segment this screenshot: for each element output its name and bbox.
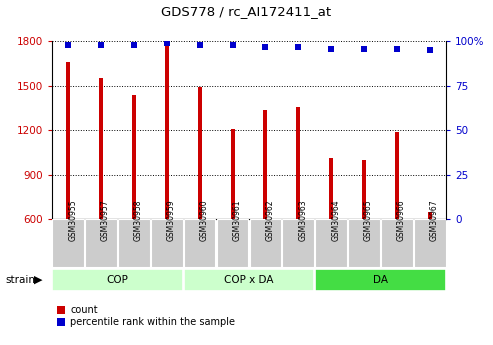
Bar [395, 132, 399, 219]
Bar [428, 212, 432, 219]
Point [261, 44, 269, 49]
Text: GSM30962: GSM30962 [265, 200, 275, 241]
Text: GSM30957: GSM30957 [101, 200, 110, 242]
Bar [85, 219, 117, 267]
Point [426, 48, 434, 53]
Bar [52, 219, 84, 267]
Bar [282, 219, 314, 267]
Point [163, 40, 171, 46]
Text: COP x DA: COP x DA [224, 275, 274, 285]
Text: GSM30965: GSM30965 [364, 200, 373, 242]
Text: COP: COP [106, 275, 129, 285]
Bar [184, 269, 314, 291]
Bar [362, 160, 366, 219]
Text: GSM30959: GSM30959 [167, 200, 176, 242]
Bar [329, 158, 333, 219]
Bar [52, 269, 182, 291]
Text: GSM30958: GSM30958 [134, 200, 143, 241]
Point [97, 42, 105, 48]
Text: GSM30963: GSM30963 [298, 200, 307, 242]
Text: GSM30960: GSM30960 [200, 200, 209, 242]
Bar [381, 219, 413, 267]
Bar [165, 46, 169, 219]
Bar [263, 109, 267, 219]
Point [294, 44, 302, 49]
Bar [316, 219, 347, 267]
Point [64, 42, 72, 48]
Text: GSM30961: GSM30961 [233, 200, 242, 241]
Bar [249, 219, 281, 267]
Point [327, 46, 335, 51]
Point [229, 42, 237, 48]
Bar [184, 219, 215, 267]
Bar [151, 219, 182, 267]
Text: GDS778 / rc_AI172411_at: GDS778 / rc_AI172411_at [161, 5, 332, 18]
Bar [231, 129, 235, 219]
Legend: count, percentile rank within the sample: count, percentile rank within the sample [57, 305, 235, 327]
Text: strain: strain [6, 275, 36, 285]
Bar [118, 219, 150, 267]
Text: GSM30955: GSM30955 [68, 200, 77, 242]
Bar [99, 78, 103, 219]
Bar [198, 87, 202, 219]
Text: GSM30967: GSM30967 [430, 200, 439, 242]
Bar [66, 62, 70, 219]
Point [196, 42, 204, 48]
Bar [296, 107, 300, 219]
Text: DA: DA [373, 275, 388, 285]
Bar [316, 269, 446, 291]
Bar [132, 95, 136, 219]
Text: ▶: ▶ [34, 275, 42, 285]
Text: GSM30966: GSM30966 [397, 200, 406, 242]
Bar [348, 219, 380, 267]
Bar [217, 219, 248, 267]
Point [130, 42, 138, 48]
Point [393, 46, 401, 51]
Text: GSM30964: GSM30964 [331, 200, 340, 242]
Bar [414, 219, 446, 267]
Point [360, 46, 368, 51]
